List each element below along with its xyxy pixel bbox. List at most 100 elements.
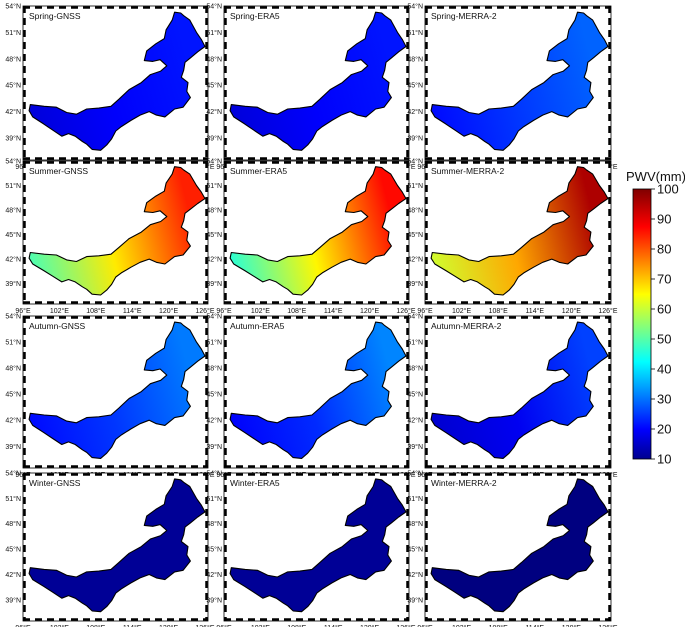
map-panel-autumn-merra-2: Autumn-MERRA-254°N51°N48°N45°N42°N39°N96… — [407, 313, 617, 480]
lon-tick-label: 120°E — [562, 307, 581, 315]
region-pwv-field — [28, 11, 206, 151]
colorbar: PWV(mm) 100 90 80 70 60 50 40 30 20 10 — [626, 169, 685, 467]
lat-tick-label: 54°N — [5, 470, 21, 478]
lat-tick-label: 39°N — [407, 596, 423, 604]
lon-tick-label: 108°E — [489, 307, 508, 315]
lon-tick-label: 96°E — [417, 307, 433, 315]
panel-title: Autumn-MERRA-2 — [431, 321, 502, 331]
lon-tick-label: 120°E — [562, 624, 581, 627]
region-pwv-field — [430, 321, 609, 459]
lat-tick-label: 48°N — [206, 520, 222, 528]
lat-tick-label: 48°N — [5, 365, 21, 373]
lon-tick-label: 102°E — [452, 624, 471, 627]
map-panel-winter-era5: Winter-ERA5 54°N 51°N 48°N 45°N 42°N 39°N 96°E 1… — [206, 470, 416, 627]
colorbar-tick-label: 10 — [657, 452, 671, 467]
lat-tick-label: 39°N — [407, 135, 423, 143]
panel-frame — [223, 315, 410, 469]
lat-tick-label: 42°N — [5, 108, 21, 116]
lon-tick-label: 126°E — [396, 307, 415, 315]
lat-tick-label: 45°N — [407, 391, 423, 399]
lat-tick-label: 45°N — [5, 546, 21, 554]
panel-title: Spring-ERA5 — [230, 11, 280, 21]
lon-tick-label: 108°E — [86, 307, 105, 315]
lat-tick-label: 42°N — [407, 417, 423, 425]
lat-tick-label: 48°N — [407, 55, 423, 63]
map-panel-autumn-gnss: Autumn-GNSS54°N51°N48°N45°N42°N39°N96°E1… — [5, 313, 215, 480]
lon-tick-label: 96°E — [216, 624, 232, 627]
lat-tick-label: 39°N — [206, 443, 222, 451]
lat-tick-label: 51°N — [5, 182, 21, 190]
lat-tick-label: 45°N — [5, 82, 21, 90]
lat-tick-label: 39°N — [407, 280, 423, 288]
lat-tick-label: 45°N — [407, 82, 423, 90]
lat-tick-label: 51°N — [5, 339, 21, 347]
colorbar-tick-label: 20 — [657, 422, 671, 437]
lon-tick-label: 102°E — [251, 307, 270, 315]
colorbar-tick-label: 80 — [657, 242, 671, 257]
lon-tick-label: 102°E — [251, 624, 270, 627]
region-pwv-field — [28, 478, 206, 613]
map-panel-summer-merra-2: Summer-MERRA-2 54°N 51°N 48°N 45°N 42°N 39°N 96… — [407, 158, 617, 316]
lat-tick-label: 45°N — [5, 231, 21, 239]
lon-tick-label: 120°E — [159, 624, 178, 627]
panel-title: Summer-ERA5 — [230, 166, 287, 176]
map-panel-spring-merra-2: Spring-MERRA-254°N51°N48°N45°N42°N39°N96… — [407, 3, 617, 172]
lat-tick-label: 48°N — [206, 365, 222, 373]
lat-tick-label: 42°N — [206, 108, 222, 116]
panel-frame — [223, 472, 410, 622]
lat-tick-label: 45°N — [407, 231, 423, 239]
lon-tick-label: 126°E — [396, 624, 415, 627]
lat-tick-label: 45°N — [206, 82, 222, 90]
panel-title: Summer-MERRA-2 — [431, 166, 504, 176]
lat-tick-label: 54°N — [407, 313, 423, 321]
map-panel-winter-gnss: Winter-GNSS 54°N 51°N 48°N 45°N 42°N 39°N 96°E 1… — [5, 470, 215, 627]
lon-tick-label: 120°E — [360, 624, 379, 627]
lat-tick-label: 51°N — [5, 495, 21, 503]
lon-tick-label: 96°E — [15, 307, 31, 315]
panel-frame — [223, 5, 410, 161]
lon-tick-label: 102°E — [50, 307, 69, 315]
map-panel-autumn-era5: Autumn-ERA554°N51°N48°N45°N42°N39°N96°E1… — [206, 313, 416, 480]
lon-tick-label: 114°E — [123, 307, 142, 315]
lat-tick-label: 48°N — [407, 365, 423, 373]
lat-tick-label: 51°N — [206, 495, 222, 503]
colorbar-tick-label: 60 — [657, 302, 671, 317]
lat-tick-label: 51°N — [206, 339, 222, 347]
lat-tick-label: 39°N — [5, 596, 21, 604]
lon-tick-label: 108°E — [287, 307, 306, 315]
lat-tick-label: 42°N — [407, 256, 423, 264]
region-pwv-field — [430, 11, 609, 151]
colorbar-tick-label: 40 — [657, 362, 671, 377]
lat-tick-label: 45°N — [206, 546, 222, 554]
lat-tick-label: 51°N — [407, 182, 423, 190]
lat-tick-label: 42°N — [206, 417, 222, 425]
panel-frame — [22, 315, 209, 469]
lat-tick-label: 51°N — [206, 29, 222, 37]
panel-frame — [22, 160, 209, 305]
lat-tick-label: 48°N — [407, 207, 423, 215]
lon-tick-label: 120°E — [159, 307, 178, 315]
lon-tick-label: 126°E — [598, 307, 617, 315]
panel-title: Winter-GNSS — [29, 478, 81, 488]
lat-tick-label: 54°N — [5, 3, 21, 11]
lat-tick-label: 42°N — [206, 571, 222, 579]
region-pwv-field — [28, 166, 206, 296]
lat-tick-label: 42°N — [206, 256, 222, 264]
lat-tick-label: 48°N — [206, 55, 222, 63]
panel-title: Spring-GNSS — [29, 11, 81, 21]
lat-tick-label: 51°N — [407, 495, 423, 503]
lat-tick-label: 54°N — [206, 470, 222, 478]
lat-tick-label: 45°N — [206, 391, 222, 399]
panel-title: Summer-GNSS — [29, 166, 88, 176]
lat-tick-label: 39°N — [206, 135, 222, 143]
lat-tick-label: 54°N — [206, 158, 222, 166]
lat-tick-label: 54°N — [407, 3, 423, 11]
lon-tick-label: 108°E — [489, 624, 508, 627]
lat-tick-label: 48°N — [5, 55, 21, 63]
panel-frame — [424, 315, 612, 469]
map-panel-winter-merra-2: Winter-MERRA-2 54°N 51°N 48°N 45°N 42°N 39°N 96… — [407, 470, 617, 627]
region-pwv-field — [229, 321, 407, 459]
lat-tick-label: 48°N — [5, 207, 21, 215]
region-pwv-field — [229, 166, 407, 296]
lat-tick-label: 45°N — [206, 231, 222, 239]
